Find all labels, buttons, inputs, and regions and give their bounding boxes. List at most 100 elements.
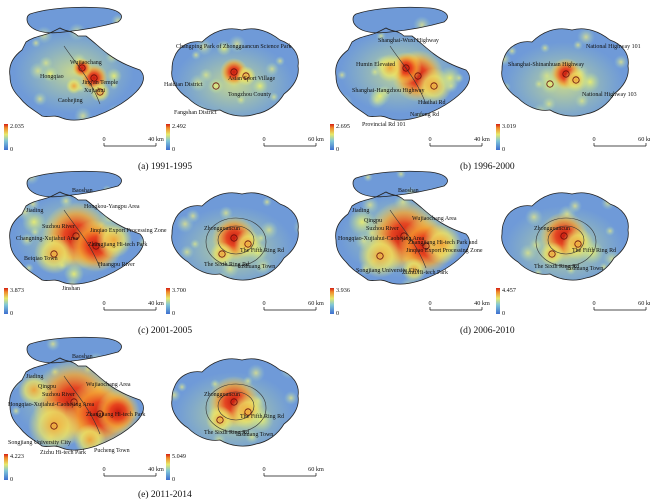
shanghai-outline <box>9 191 144 285</box>
hotspot-marker <box>430 82 438 90</box>
huangpu-river-line <box>389 45 427 105</box>
place-label: Hongqiao-Xujiahui-Caohejing Area <box>338 236 424 242</box>
hotspot-marker <box>244 240 252 248</box>
scale-bar: 0 40 km <box>428 300 490 311</box>
color-legend: 3.936 0 <box>330 287 350 317</box>
hotspot-marker <box>70 398 78 406</box>
hotspot-marker <box>414 72 422 80</box>
scale-zero: 0 <box>262 136 265 143</box>
place-label: Suzhou River <box>366 226 399 232</box>
legend-max-value: 2.695 <box>336 123 350 130</box>
shanghai-map-e: Baoshan Jiading Qingpu Wujiaochang Area Suzh… <box>4 336 164 483</box>
legend-min-value: 0 <box>172 310 175 317</box>
scale-distance: 40 km <box>474 136 490 143</box>
place-label: Hongqiao <box>40 74 64 80</box>
place-label: Lishuang Town <box>236 432 273 438</box>
beijing-outline <box>501 192 629 281</box>
place-label: Wujiaochang Area <box>412 216 457 222</box>
panel-d: Baoshan Jiading Qingpu Wujiaochang Area Suzh… <box>330 170 650 317</box>
legend-max-value: 3.700 <box>172 287 186 294</box>
hotspot-marker <box>244 408 252 416</box>
legend-min-value: 0 <box>172 146 175 153</box>
hotspot-marker <box>212 82 220 90</box>
panel-b: Shanghai-Wuxi Highway Humin Elevated Shang… <box>330 6 650 153</box>
scale-zero: 0 <box>102 466 105 473</box>
place-label: The Fifth Ring Rd <box>572 247 616 254</box>
legend-max-value: 3.873 <box>10 287 24 294</box>
hotspot-marker <box>230 234 238 242</box>
fifth-ring-road <box>217 225 255 255</box>
legend-max-value: 5.049 <box>172 453 186 460</box>
scale-bar: 0 40 km <box>102 466 164 477</box>
color-legend: 4.223 0 <box>4 453 24 483</box>
hotspot-marker <box>242 72 250 80</box>
place-label: Songjiang University City <box>8 440 71 446</box>
hotspot-marker <box>230 398 238 406</box>
sixth-ring-road <box>205 383 267 433</box>
place-label: Lishuang Town <box>238 264 275 270</box>
panel-caption-c: (c) 2001-2005 <box>138 326 193 336</box>
place-label: Zhongguancun <box>204 226 240 232</box>
place-label: Humin Elevated <box>356 62 395 68</box>
beijing-map-b: Shanghai-Shinanhuan Highway National High… <box>496 28 650 153</box>
place-label: Hongkou-Yangpu Area <box>84 204 140 210</box>
beijing-outline <box>171 358 299 447</box>
place-label: Caohejing <box>58 98 83 104</box>
legend-min-value: 0 <box>10 146 13 153</box>
beijing-outline <box>171 192 299 281</box>
hotspot-marker <box>560 232 568 240</box>
beijing-map-d: Zhongguancun The Fifth Ring Rd The Sixth R… <box>496 192 650 317</box>
place-label: Baoshan <box>72 188 93 194</box>
beijing-map-c: Zhongguancun The Fifth Ring Rd The Sixth R… <box>166 192 324 317</box>
place-label: Zhangjiang Hi-tech Park <box>88 242 147 248</box>
place-label: Tongzhou County <box>228 92 271 98</box>
place-label: Zhangjiang Hi-tech Park and <box>408 240 477 246</box>
scale-zero: 0 <box>102 136 105 143</box>
place-label: Jiading <box>352 208 369 214</box>
place-label: Huangpu River <box>98 262 135 268</box>
scale-zero: 0 <box>428 300 431 307</box>
scale-bar: 0 40 km <box>102 136 164 147</box>
shanghai-map-b: Shanghai-Wuxi Highway Humin Elevated Shang… <box>330 6 490 153</box>
hotspot-marker <box>216 416 224 424</box>
hotspot-marker <box>546 80 554 88</box>
place-label: Zhangjiang Hi-tech Park <box>86 412 145 418</box>
scale-distance: 40 km <box>148 300 164 307</box>
place-label: National Highway 103 <box>582 92 637 98</box>
hotspot-marker <box>574 240 582 248</box>
place-label: Hongqiao-Xujiahui-Caohejing Area <box>8 402 94 408</box>
legend-max-value: 4.457 <box>502 287 516 294</box>
shanghai-outline <box>9 27 144 121</box>
place-label: The Fifth Ring Rd <box>240 247 284 254</box>
place-label: Suzhou River <box>42 392 75 398</box>
beijing-outline <box>501 28 629 117</box>
shanghai-map-a: Wujiaochang Hongqiao Jing'an Temple Xujiahu… <box>4 6 164 153</box>
huangpu-river-line <box>63 45 101 105</box>
sixth-ring-road <box>535 217 597 267</box>
panel-e: Baoshan Jiading Qingpu Wujiaochang Area Suzh… <box>4 336 324 483</box>
beijing-map-e: Zhongguancun The Fifth Ring Rd The Sixth R… <box>166 358 324 483</box>
scale-zero: 0 <box>592 136 595 143</box>
place-label: Xujiahui <box>84 88 105 94</box>
chongming-island-outline <box>26 170 122 198</box>
hotspot-marker <box>376 252 384 260</box>
color-legend: 5.049 0 <box>166 453 186 483</box>
scale-bar: 0 60 km <box>262 136 324 147</box>
huangpu-river-line <box>63 209 101 269</box>
hotspot-marker <box>50 422 58 430</box>
color-legend: 2.695 0 <box>330 123 350 153</box>
scale-zero: 0 <box>102 300 105 307</box>
place-label: Pucheng Town <box>94 448 130 454</box>
place-label: National Highway 101 <box>586 44 641 50</box>
shanghai-outline <box>335 191 470 285</box>
hotspot-marker <box>562 70 570 78</box>
scale-bar: 0 60 km <box>262 466 324 477</box>
legend-max-value: 4.223 <box>10 453 24 460</box>
chongming-island-outline <box>26 336 122 364</box>
hotspot-marker <box>90 74 98 82</box>
place-label: Zhongguancun <box>204 392 240 398</box>
legend-min-value: 0 <box>10 310 13 317</box>
panel-caption-a: (a) 1991-1995 <box>138 162 193 172</box>
place-label: Wujiaochang <box>70 60 102 66</box>
